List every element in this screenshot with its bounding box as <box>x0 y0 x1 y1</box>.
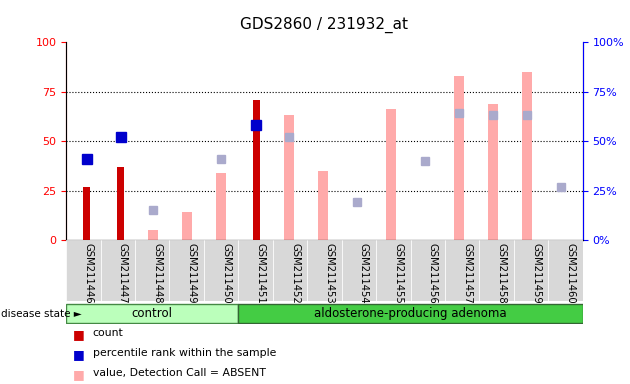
Bar <box>253 99 260 240</box>
Bar <box>479 240 514 301</box>
Bar <box>341 240 376 301</box>
Bar <box>135 240 169 301</box>
Bar <box>182 212 192 240</box>
Text: count: count <box>93 328 123 338</box>
Bar <box>522 72 532 240</box>
Bar <box>514 240 548 301</box>
Text: GSM211448: GSM211448 <box>152 243 163 304</box>
Text: GSM211458: GSM211458 <box>496 243 507 304</box>
Bar <box>66 305 238 323</box>
Bar <box>411 240 445 301</box>
Text: GSM211446: GSM211446 <box>83 243 93 304</box>
Bar <box>148 230 158 240</box>
Text: ■: ■ <box>72 368 84 381</box>
Bar <box>101 240 135 301</box>
Bar <box>66 240 101 301</box>
Bar <box>488 104 498 240</box>
Text: GSM211457: GSM211457 <box>462 243 472 304</box>
Bar <box>204 240 238 301</box>
Bar <box>84 187 89 240</box>
Bar <box>318 171 328 240</box>
Bar <box>273 240 307 301</box>
Bar <box>284 116 294 240</box>
Text: GSM211452: GSM211452 <box>290 243 300 304</box>
Text: GSM211447: GSM211447 <box>118 243 128 304</box>
Text: GSM211460: GSM211460 <box>566 243 576 304</box>
Text: GSM211451: GSM211451 <box>256 243 266 304</box>
Text: control: control <box>132 308 173 320</box>
Text: percentile rank within the sample: percentile rank within the sample <box>93 348 276 358</box>
Bar <box>238 305 583 323</box>
Text: GSM211456: GSM211456 <box>428 243 438 304</box>
Bar <box>238 240 273 301</box>
Text: ■: ■ <box>72 328 84 341</box>
Bar <box>307 240 341 301</box>
Bar <box>454 76 464 240</box>
Text: GSM211450: GSM211450 <box>221 243 231 304</box>
Text: GSM211453: GSM211453 <box>324 243 335 304</box>
Bar <box>386 109 396 240</box>
Text: GSM211454: GSM211454 <box>359 243 369 304</box>
Text: ■: ■ <box>72 348 84 361</box>
Text: value, Detection Call = ABSENT: value, Detection Call = ABSENT <box>93 368 265 378</box>
Text: GDS2860 / 231932_at: GDS2860 / 231932_at <box>241 17 408 33</box>
Bar <box>548 240 583 301</box>
Bar <box>169 240 204 301</box>
Text: disease state ►: disease state ► <box>1 309 82 319</box>
Bar <box>445 240 479 301</box>
Text: GSM211449: GSM211449 <box>186 243 197 304</box>
Bar <box>216 173 226 240</box>
Bar <box>376 240 411 301</box>
Text: aldosterone-producing adenoma: aldosterone-producing adenoma <box>314 308 507 320</box>
Bar <box>117 167 123 240</box>
Text: GSM211455: GSM211455 <box>393 243 403 304</box>
Text: GSM211459: GSM211459 <box>531 243 541 304</box>
